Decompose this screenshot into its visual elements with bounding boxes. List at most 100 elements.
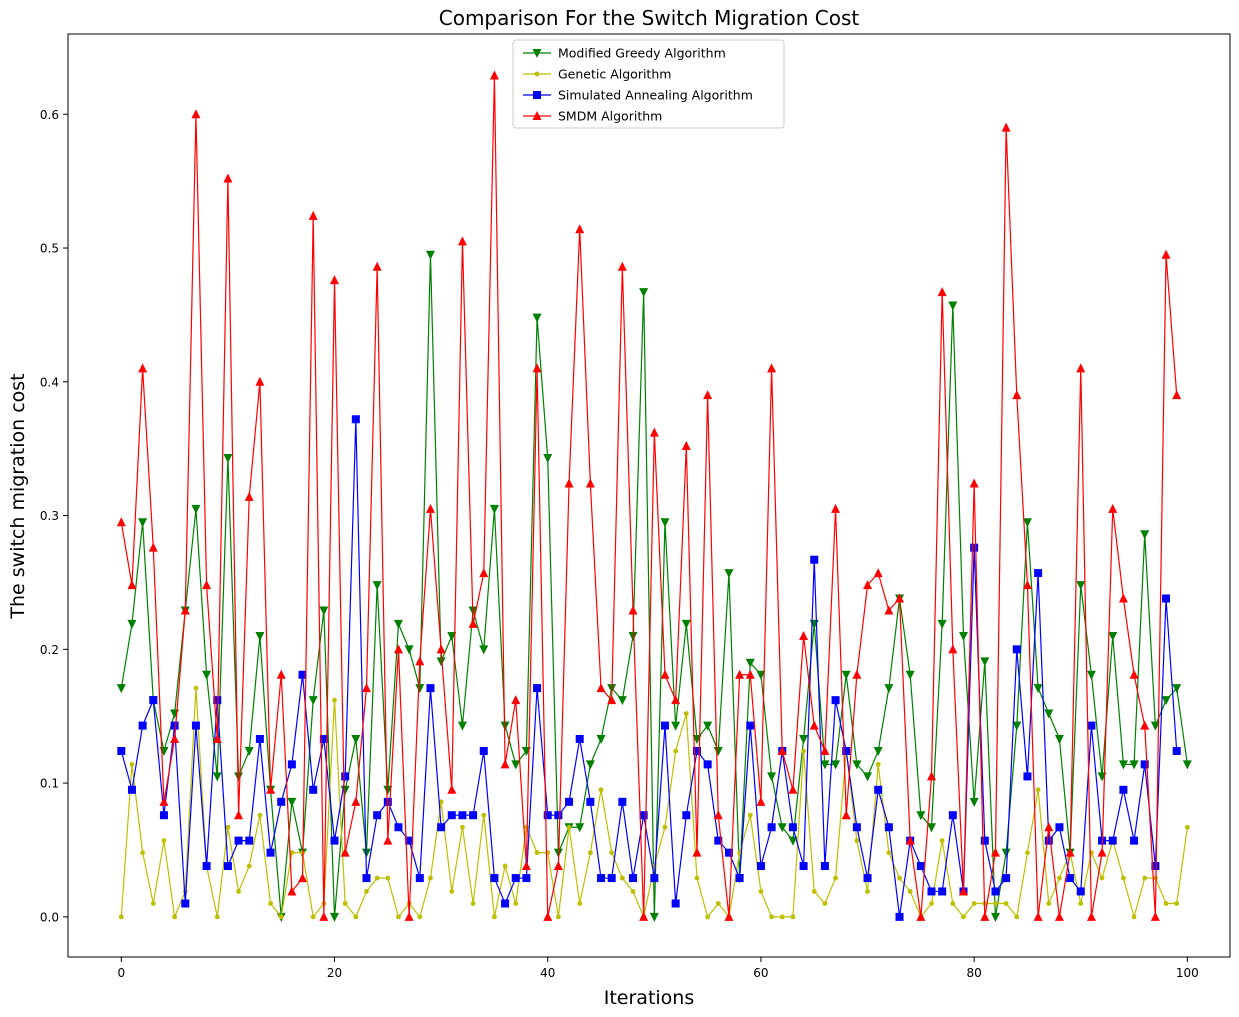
data-point (1044, 709, 1054, 719)
data-point (383, 785, 393, 795)
data-point (479, 746, 488, 755)
data-point (244, 746, 254, 756)
data-point (1012, 390, 1022, 400)
data-point (1151, 862, 1160, 871)
data-point (234, 836, 243, 845)
data-point (351, 734, 361, 744)
data-point (1130, 836, 1139, 845)
data-point (822, 901, 828, 906)
data-point (543, 911, 553, 921)
data-point (746, 721, 755, 730)
data-point (1182, 760, 1192, 770)
data-point (522, 874, 531, 883)
data-point (425, 503, 435, 513)
legend-item: SMDM Algorithm (523, 109, 662, 124)
data-point (383, 835, 393, 845)
data-point (833, 875, 838, 881)
data-point (884, 823, 893, 832)
series-0 (116, 250, 1192, 922)
data-point (361, 683, 371, 693)
data-point (481, 812, 487, 818)
data-point (447, 631, 457, 641)
data-point (373, 811, 382, 820)
data-point (1022, 518, 1032, 528)
data-point (1118, 593, 1128, 603)
data-point (1108, 631, 1118, 641)
data-point (1172, 390, 1182, 400)
data-point (939, 838, 945, 844)
data-point (565, 797, 574, 806)
x-tick-label: 0 (117, 966, 125, 980)
data-point (639, 911, 649, 921)
data-point (1065, 847, 1075, 857)
data-point (971, 901, 977, 906)
data-point (1163, 901, 1169, 906)
data-point (692, 746, 701, 755)
data-point (127, 619, 137, 629)
data-point (116, 684, 126, 694)
data-point (713, 746, 723, 756)
data-point (340, 847, 350, 857)
legend-marker (532, 49, 542, 58)
data-point (585, 478, 595, 488)
data-point (660, 721, 669, 730)
data-point (929, 901, 934, 906)
data-point (865, 889, 870, 894)
data-point (980, 657, 990, 667)
data-point (799, 862, 808, 871)
data-point (628, 631, 638, 641)
data-point (393, 619, 403, 629)
data-point (351, 796, 361, 806)
y-tick-label: 0.5 (40, 242, 59, 256)
data-point (1044, 822, 1054, 832)
data-point (756, 670, 766, 680)
data-point (681, 441, 691, 451)
data-point (223, 862, 232, 871)
data-point (287, 886, 297, 896)
data-point (182, 889, 188, 894)
data-point (181, 899, 190, 908)
data-point (809, 619, 819, 629)
data-point (276, 669, 286, 679)
data-point (991, 887, 1000, 896)
data-point (884, 684, 894, 694)
data-point (1142, 875, 1148, 881)
data-point (172, 914, 178, 920)
data-point (1174, 901, 1180, 906)
data-point (673, 748, 679, 754)
data-point (394, 823, 403, 832)
data-point (277, 797, 286, 806)
data-point (884, 605, 894, 615)
data-point (907, 889, 913, 894)
data-point (511, 874, 520, 883)
data-point (724, 569, 734, 579)
data-point (811, 889, 817, 894)
data-point (425, 250, 435, 260)
data-point (564, 478, 574, 488)
legend-label: Modified Greedy Algorithm (558, 46, 726, 61)
data-point (138, 721, 147, 730)
data-point (396, 914, 401, 920)
data-point (383, 797, 392, 806)
data-point (1150, 721, 1160, 731)
data-point (649, 912, 659, 922)
data-point (1172, 746, 1181, 755)
data-point (628, 605, 638, 615)
data-point (511, 695, 521, 705)
data-point (799, 630, 809, 640)
y-tick-label: 0.4 (40, 375, 59, 389)
data-point (938, 887, 947, 896)
data-point (437, 823, 446, 832)
data-point (1033, 911, 1043, 921)
data-point (148, 542, 158, 552)
data-point (330, 275, 340, 285)
data-point (159, 796, 169, 806)
data-point (308, 210, 318, 220)
data-point (961, 914, 966, 920)
data-point (958, 886, 968, 896)
data-point (767, 823, 776, 832)
x-tick-label: 100 (1176, 966, 1199, 980)
data-point (374, 875, 380, 881)
data-point (842, 746, 851, 755)
data-point (1129, 760, 1139, 770)
